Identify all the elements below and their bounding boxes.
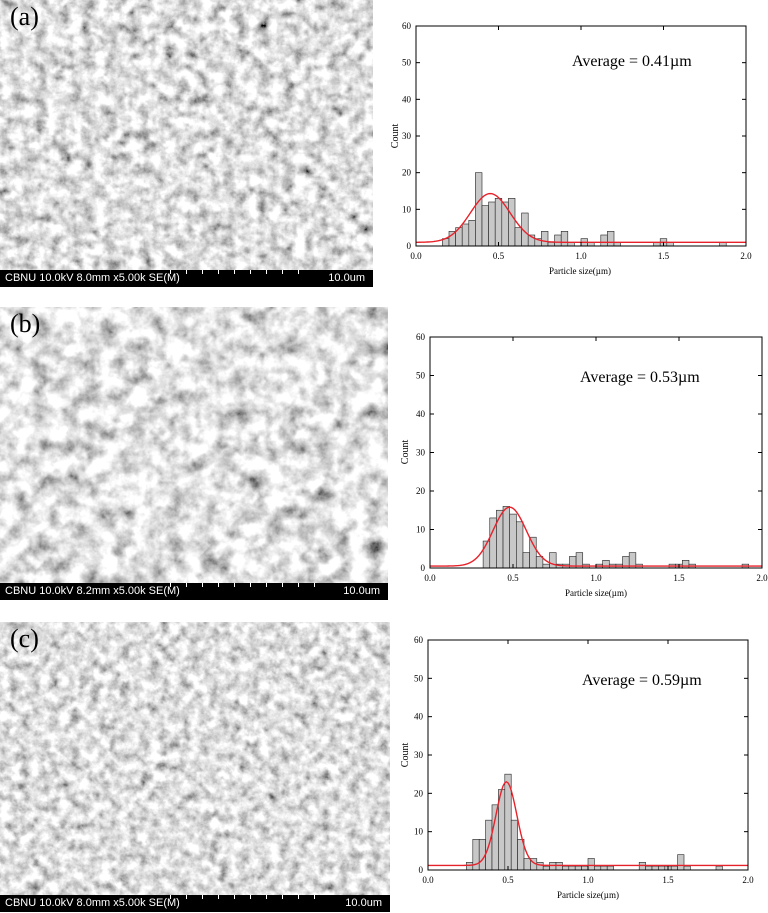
histogram-bar — [549, 862, 557, 871]
x-axis-label: Particle size(µm) — [557, 890, 619, 900]
sem-image-a: (a) CBNU 10.0kV 8.0mm x5.00k SE(M) 10.0u… — [0, 0, 373, 287]
histogram-bar — [587, 858, 595, 871]
histogram-bar — [581, 865, 589, 871]
y-tick-label: 10 — [414, 827, 424, 837]
sem-info-bar: CBNU 10.0kV 8.0mm x5.00k SE(M) 10.0um — [0, 270, 373, 287]
y-tick-label: 20 — [416, 486, 426, 496]
y-axis-label: Count — [390, 124, 401, 149]
x-tick-label: 1.0 — [575, 251, 587, 261]
histogram-bar — [542, 865, 550, 871]
x-tick-label: 0.0 — [410, 251, 422, 261]
y-axis-label: Count — [400, 743, 411, 768]
scale-ticks — [170, 270, 313, 274]
x-tick-label: 1.5 — [658, 251, 670, 261]
histogram-bar — [645, 865, 653, 871]
y-tick-label: 10 — [402, 204, 412, 214]
x-tick-label: 2.0 — [756, 573, 768, 583]
histogram-bar — [594, 865, 602, 871]
histogram-bar — [658, 865, 666, 871]
panel-label: (b) — [10, 309, 41, 338]
panel-label: (a) — [10, 2, 39, 31]
histogram-bar — [491, 804, 499, 871]
x-tick-label: 1.5 — [673, 573, 685, 583]
y-tick-label: 0 — [407, 241, 412, 251]
sem-scale-text: 10.0um — [345, 897, 382, 909]
histogram-bar — [510, 819, 518, 871]
x-tick-label: 2.0 — [740, 251, 752, 261]
sem-info-text: CBNU 10.0kV 8.0mm x5.00k SE(M) — [5, 272, 180, 284]
histogram-bar — [600, 865, 608, 871]
sem-texture — [0, 307, 388, 600]
y-axis-label: Count — [400, 440, 411, 465]
sem-info-bar: CBNU 10.0kV 8.0mm x5.00k SE(M) 10.0um — [0, 895, 390, 912]
sem-info-text: CBNU 10.0kV 8.2mm x5.00k SE(M) — [5, 585, 180, 597]
sem-info-text: CBNU 10.0kV 8.0mm x5.00k SE(M) — [5, 897, 180, 909]
histogram-bar — [638, 862, 646, 871]
histogram-bar — [651, 865, 659, 871]
x-axis-label: Particle size(µm) — [565, 588, 627, 598]
x-tick-label: 1.0 — [590, 573, 602, 583]
sem-scale-text: 10.0um — [328, 272, 365, 284]
histogram-bar — [683, 865, 691, 871]
y-tick-label: 30 — [402, 131, 412, 141]
y-tick-label: 60 — [416, 332, 426, 342]
average-annotation: Average = 0.53µm — [580, 369, 700, 386]
y-tick-label: 20 — [414, 788, 424, 798]
histogram-bar — [536, 862, 544, 871]
histogram-bar — [606, 865, 614, 871]
histogram-bar — [562, 865, 570, 871]
average-annotation: Average = 0.41µm — [572, 53, 692, 70]
x-tick-label: 0.5 — [502, 875, 514, 885]
x-tick-label: 0.5 — [507, 573, 519, 583]
y-tick-label: 30 — [414, 750, 424, 760]
x-tick-label: 1.5 — [662, 875, 674, 885]
x-tick-label: 2.0 — [742, 875, 754, 885]
average-annotation: Average = 0.59µm — [582, 672, 702, 689]
y-tick-label: 0 — [419, 865, 424, 875]
panel-label: (c) — [10, 624, 39, 653]
scale-ticks — [170, 583, 328, 587]
x-tick-label: 0.0 — [424, 573, 436, 583]
histogram-chart-b: Average = 0.53µm Particle size(µm) Count… — [400, 332, 768, 598]
y-tick-label: 60 — [414, 635, 424, 645]
y-tick-label: 40 — [414, 712, 424, 722]
histogram-bar — [568, 865, 576, 871]
sem-image-c: (c) CBNU 10.0kV 8.0mm x5.00k SE(M) 10.0u… — [0, 622, 390, 912]
sem-texture — [0, 0, 373, 287]
histogram-bar — [466, 862, 474, 871]
gaussian-fit-line — [428, 781, 748, 867]
sem-scale-text: 10.0um — [343, 585, 380, 597]
x-axis-label: Particle size(µm) — [549, 266, 611, 276]
y-tick-label: 10 — [416, 525, 426, 535]
histogram-bar — [715, 865, 723, 871]
y-tick-label: 60 — [402, 21, 412, 31]
x-tick-label: 1.0 — [582, 875, 594, 885]
x-tick-label: 0.5 — [493, 251, 505, 261]
histogram-bar — [555, 862, 563, 871]
scale-ticks — [170, 895, 330, 899]
sem-info-bar: CBNU 10.0kV 8.2mm x5.00k SE(M) 10.0um — [0, 583, 388, 600]
y-tick-label: 0 — [421, 563, 426, 573]
sem-image-b: (b) CBNU 10.0kV 8.2mm x5.00k SE(M) 10.0u… — [0, 307, 388, 600]
y-tick-label: 50 — [416, 371, 426, 381]
x-tick-label: 0.0 — [422, 875, 434, 885]
sem-texture — [0, 622, 390, 912]
histogram-bar — [677, 854, 685, 871]
y-tick-label: 40 — [416, 409, 426, 419]
y-tick-label: 40 — [402, 94, 412, 104]
y-tick-label: 30 — [416, 448, 426, 458]
histogram-bar — [574, 865, 582, 871]
y-tick-label: 50 — [402, 58, 412, 68]
y-tick-label: 20 — [402, 168, 412, 178]
y-tick-label: 50 — [414, 673, 424, 683]
histogram-bar — [670, 865, 678, 871]
histogram-chart-a: Average = 0.41µm Particle size(µm) Count… — [390, 21, 752, 276]
histogram-bar — [523, 858, 531, 871]
